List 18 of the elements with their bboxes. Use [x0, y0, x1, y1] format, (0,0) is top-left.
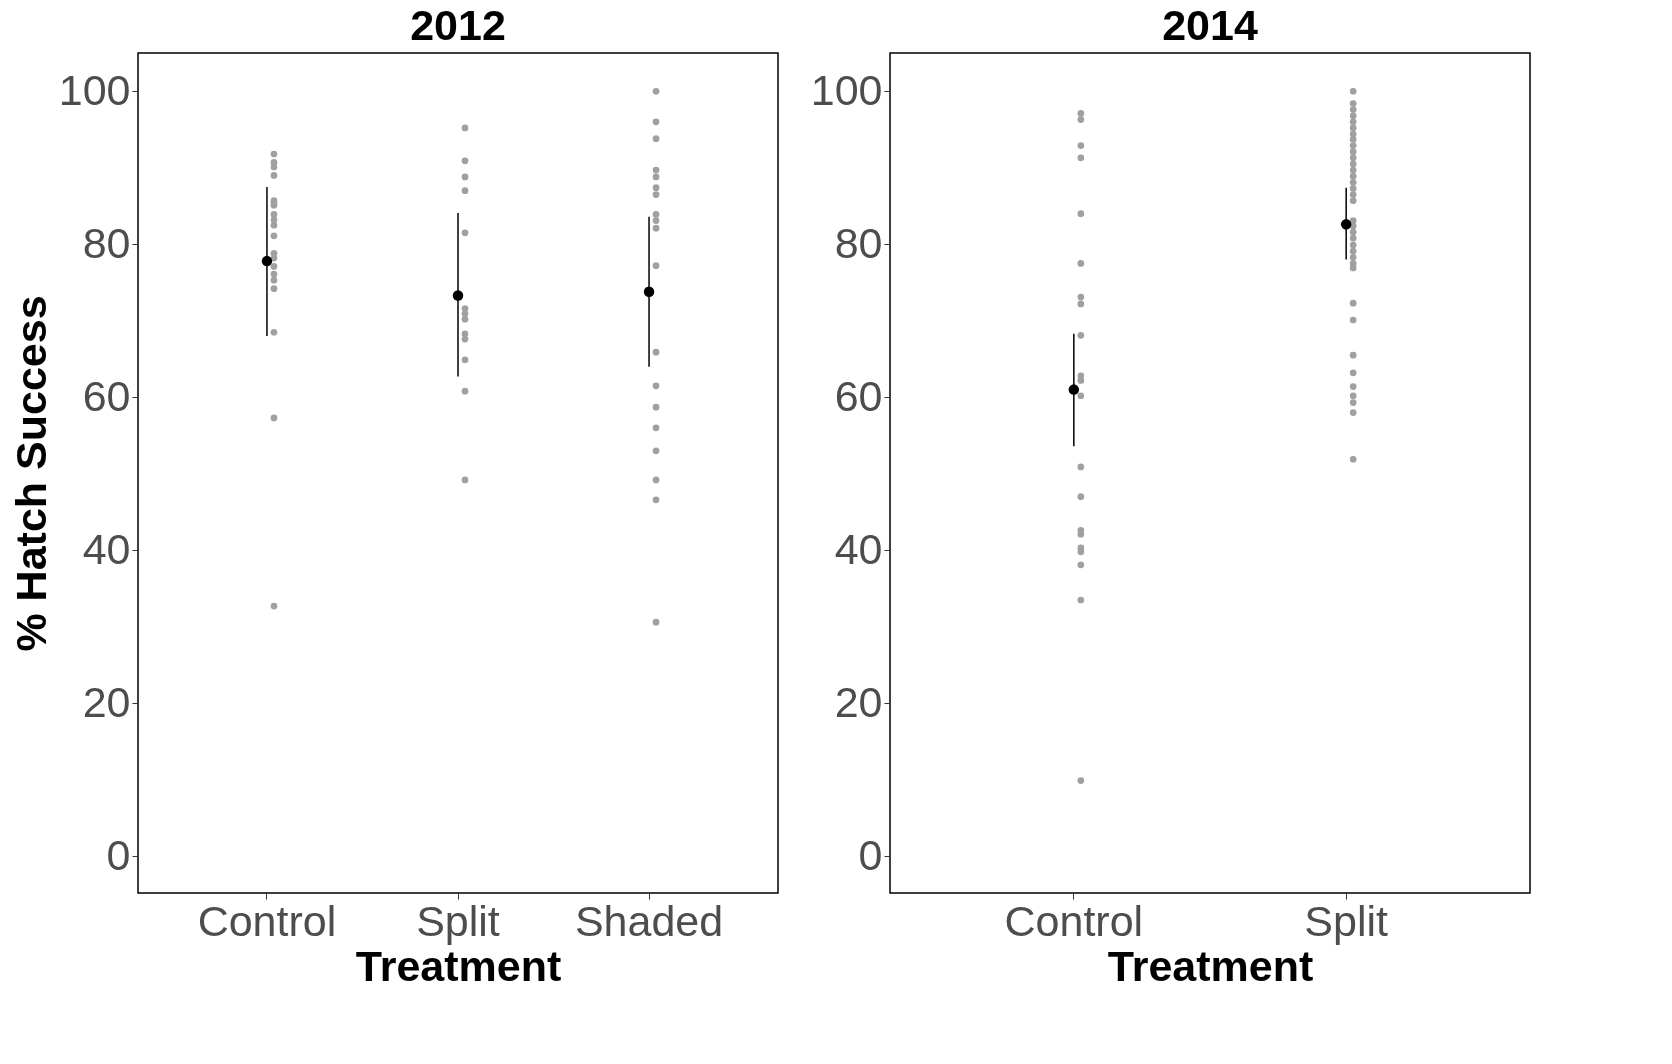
y-tick-label: 60 [834, 371, 883, 420]
y-tick-label: 20 [82, 677, 131, 726]
y-axis-title: % Hatch Success [6, 295, 55, 652]
chart-title: 2012 [410, 1, 506, 49]
y-tick-label: 60 [82, 371, 131, 420]
x-tick-label: Split [416, 896, 500, 945]
y-tick-label: 100 [58, 65, 131, 114]
x-tick-label: Control [197, 896, 337, 945]
chart-title: 2014 [1162, 1, 1258, 49]
y-tick-label: 40 [82, 524, 131, 573]
y-tick-label: 100 [810, 65, 883, 114]
y-tick-label: 20 [834, 677, 883, 726]
x-tick-label: Shaded [574, 896, 724, 945]
y-tick-label: 80 [834, 218, 883, 267]
y-tick-label: 80 [82, 218, 131, 267]
y-tick-label: 0 [106, 830, 131, 879]
y-tick-label: 0 [858, 830, 883, 879]
y-tick-label: 40 [834, 524, 883, 573]
